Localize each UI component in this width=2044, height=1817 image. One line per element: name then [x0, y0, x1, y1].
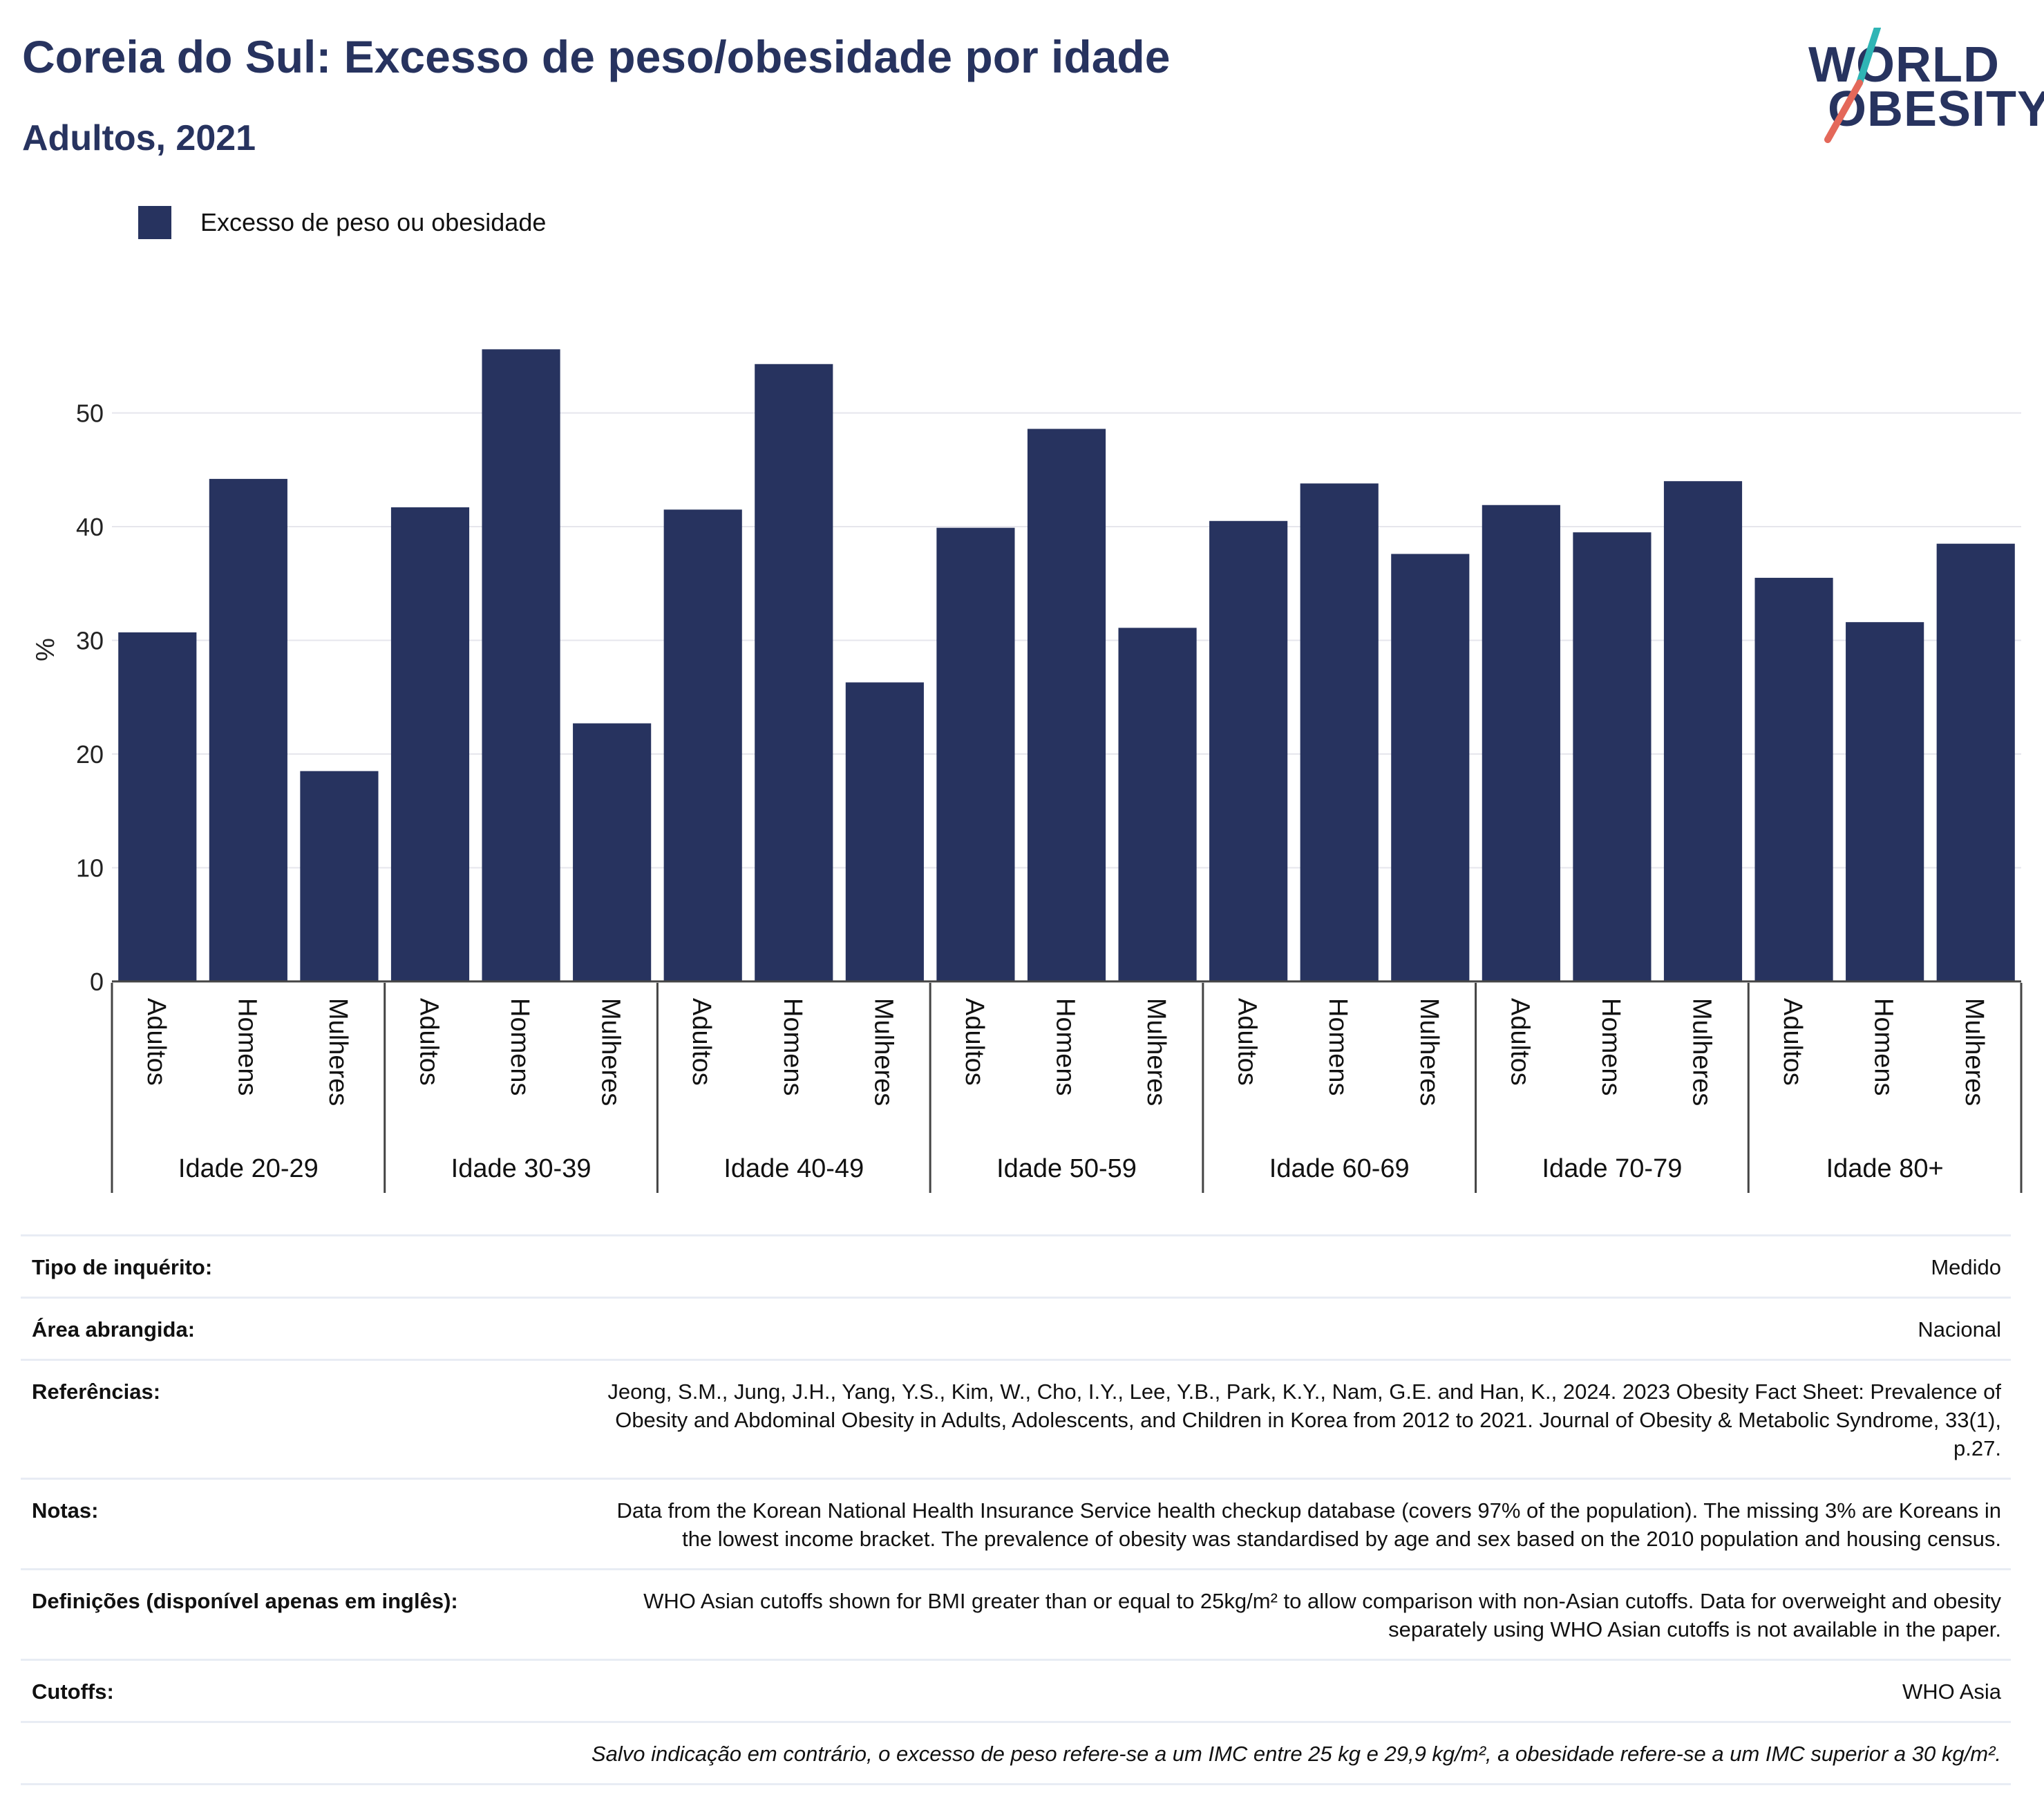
- bar: [209, 478, 287, 981]
- page-subtitle: Adultos, 2021: [22, 118, 256, 158]
- bar: [1663, 481, 1743, 981]
- bar: [1754, 578, 1833, 981]
- metadata-row: Notas: Data from the Korean National Heal…: [21, 1478, 2011, 1568]
- metadata-value: Data from the Korean National Health Ins…: [616, 1498, 2001, 1551]
- x-tick-label: Mulheres: [323, 998, 352, 1106]
- bar: [936, 527, 1015, 981]
- x-tick-label: Adultos: [1233, 998, 1262, 1086]
- metadata-value: WHO Asia: [1902, 1679, 2001, 1704]
- bar: [1846, 622, 1924, 981]
- x-tick-label: Adultos: [960, 998, 989, 1086]
- metadata-value: Medido: [1931, 1255, 2001, 1279]
- world-obesity-logo: WORLD OBESITY: [1800, 28, 2044, 152]
- footnote-row: Salvo indicação em contrário, o excesso …: [21, 1721, 2011, 1785]
- bar: [573, 723, 652, 981]
- bar: [1027, 429, 1106, 981]
- metadata-key: Tipo de inquérito:: [32, 1255, 213, 1279]
- bar: [390, 507, 470, 981]
- y-tick-label: 50: [76, 399, 104, 428]
- metadata-table: Tipo de inquérito: Medido Área abrangida: N…: [21, 1234, 2011, 1785]
- bar: [1482, 505, 1560, 981]
- metadata-row: Área abrangida: Nacional: [21, 1297, 2011, 1359]
- group-label: Idade 70-79: [1542, 1154, 1683, 1183]
- x-tick-label: Homens: [1869, 998, 1898, 1096]
- legend-swatch: [138, 206, 171, 239]
- metadata-key: Definições (disponível apenas em inglês)…: [32, 1589, 458, 1613]
- bar: [1300, 483, 1379, 981]
- y-tick-label: 30: [76, 627, 104, 655]
- metadata-value: WHO Asian cutoffs shown for BMI greater …: [643, 1589, 2001, 1641]
- x-tick-label: Adultos: [415, 998, 444, 1086]
- metadata-key: Área abrangida:: [32, 1317, 196, 1341]
- logo-line-1: WORLD: [1808, 37, 2000, 93]
- bar: [1573, 532, 1652, 981]
- x-tick-label: Mulheres: [869, 998, 898, 1106]
- metadata-key: Referências:: [32, 1380, 161, 1404]
- x-tick-label: Mulheres: [1960, 998, 1989, 1106]
- x-tick-label: Homens: [505, 998, 534, 1096]
- footnote: Salvo indicação em contrário, o excesso …: [591, 1742, 2001, 1766]
- y-tick-label: 0: [90, 968, 104, 996]
- metadata-key: Notas:: [32, 1498, 99, 1523]
- bar: [482, 349, 560, 981]
- bar: [300, 771, 379, 981]
- y-tick-label: 10: [76, 854, 104, 883]
- bar: [118, 632, 197, 981]
- logo-line-2: OBESITY: [1828, 82, 2044, 137]
- bar-chart: 0 10 20 30 40 50% Adultos Homens Mulheres Idade 2…: [31, 349, 2023, 1193]
- group-label: Idade 50-59: [996, 1154, 1137, 1183]
- y-axis-label: %: [31, 638, 60, 661]
- group-label: Idade 20-29: [178, 1154, 319, 1183]
- metadata-value: Jeong, S.M., Jung, J.H., Yang, Y.S., Kim…: [607, 1380, 2001, 1460]
- x-tick-label: Adultos: [687, 998, 716, 1086]
- group-label: Idade 60-69: [1269, 1154, 1410, 1183]
- metadata-row: Definições (disponível apenas em inglês)…: [21, 1568, 2011, 1659]
- x-tick-label: Mulheres: [1687, 998, 1716, 1106]
- metadata-row: Tipo de inquérito: Medido: [21, 1234, 2011, 1297]
- bar: [845, 682, 924, 981]
- group-label: Idade 40-49: [723, 1154, 864, 1183]
- metadata-row: Referências: Jeong, S.M., Jung, J.H., Yan…: [21, 1359, 2011, 1478]
- legend-label: Excesso de peso ou obesidade: [200, 208, 547, 236]
- x-tick-label: Adultos: [1778, 998, 1807, 1086]
- x-tick-label: Adultos: [142, 998, 171, 1086]
- x-tick-label: Homens: [1323, 998, 1352, 1096]
- x-tick-label: Mulheres: [596, 998, 625, 1106]
- x-tick-label: Homens: [1596, 998, 1625, 1096]
- x-tick-label: Mulheres: [1142, 998, 1171, 1106]
- bar: [663, 509, 742, 981]
- x-tick-label: Adultos: [1505, 998, 1534, 1086]
- metadata-key: Cutoffs:: [32, 1679, 114, 1704]
- bar: [1936, 543, 2015, 981]
- group-label: Idade 80+: [1826, 1154, 1944, 1183]
- x-tick-label: Homens: [232, 998, 261, 1096]
- group-label: Idade 30-39: [451, 1154, 592, 1183]
- metadata-value: Nacional: [1918, 1317, 2001, 1341]
- logo-slash-icon: [1824, 28, 1881, 143]
- bar: [1209, 520, 1288, 981]
- page-title: Coreia do Sul: Excesso de peso/obesidade…: [22, 31, 1171, 82]
- x-tick-label: Mulheres: [1414, 998, 1444, 1106]
- y-tick-label: 40: [76, 513, 104, 541]
- bar: [1118, 628, 1197, 981]
- bar: [1391, 554, 1470, 981]
- chart-legend: Excesso de peso ou obesidade: [138, 205, 546, 241]
- y-tick-label: 20: [76, 740, 104, 769]
- x-tick-label: Homens: [778, 998, 807, 1096]
- metadata-row: Cutoffs: WHO Asia: [21, 1659, 2011, 1721]
- x-tick-label: Homens: [1051, 998, 1080, 1096]
- bar: [755, 364, 833, 981]
